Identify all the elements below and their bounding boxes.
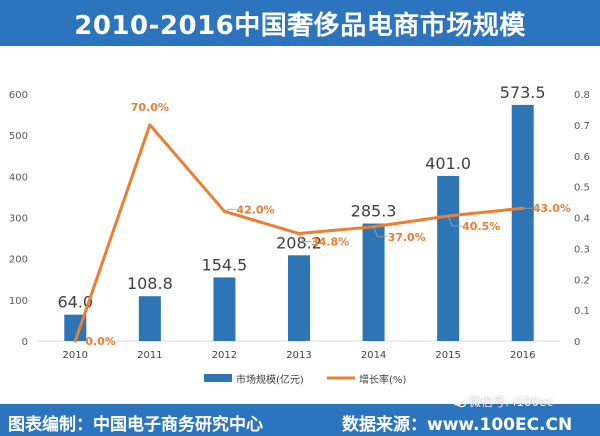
y-right-tick-label: 0.6 <box>574 152 590 163</box>
x-tick-label: 2012 <box>212 350 237 361</box>
growth-rate-label: 0.0% <box>85 335 116 348</box>
rate-label-leader <box>298 233 311 242</box>
x-tick-label: 2015 <box>435 350 460 361</box>
y-left-tick-label: 600 <box>9 90 28 101</box>
rate-label-leader <box>447 215 463 227</box>
bar <box>511 104 534 341</box>
footer-compiled-by: 图表编制：中国电子商务研究中心 <box>8 415 263 435</box>
y-right-tick-label: 0.7 <box>574 121 590 132</box>
growth-rate-label: 70.0% <box>131 101 169 114</box>
bar-value-label: 573.5 <box>500 83 546 102</box>
bar <box>437 175 460 341</box>
x-tick-label: 2016 <box>510 350 535 361</box>
y-left-tick-label: 500 <box>9 131 28 142</box>
legend-bar-swatch <box>204 374 232 382</box>
bar-value-label: 64.0 <box>57 293 93 312</box>
chart-area: 0 100 200 300 400 500 600 0 0.1 0.2 0.3 0.4 0.5 0.6 0.… <box>0 46 600 404</box>
growth-rate-label: 43.0% <box>533 202 571 215</box>
y-right-tick-label: 0.1 <box>574 306 590 317</box>
wechat-watermark: 微信号: i100ec <box>452 393 553 410</box>
bar-value-label: 208.2 <box>276 233 322 252</box>
growth-rate-label: 42.0% <box>236 203 274 216</box>
growth-rate-point <box>73 339 77 343</box>
combo-chart: 0 100 200 300 400 500 600 0 0.1 0.2 0.3 0.4 0.5 0.6 0.… <box>9 83 590 386</box>
bar-value-label: 108.8 <box>127 274 173 293</box>
y-left-tick-label: 200 <box>9 255 28 266</box>
legend-bar-label: 市场规模(亿元) <box>236 373 304 386</box>
x-tick-label: 2011 <box>137 350 162 361</box>
x-tick-label: 2010 <box>63 350 88 361</box>
chart-title: 2010-2016中国奢侈品电商市场规模 <box>0 0 600 46</box>
growth-rate-label: 40.5% <box>462 220 500 233</box>
y-left-tick-label: 300 <box>9 214 28 225</box>
y-right-tick-label: 0.5 <box>574 183 590 194</box>
growth-rate-point <box>148 123 152 127</box>
growth-rate-label: 37.0% <box>388 231 426 244</box>
bar-value-label: 285.3 <box>351 202 397 221</box>
legend-line-label: 增长率(%) <box>359 373 406 386</box>
rate-label-leader <box>373 226 388 238</box>
y-right-tick-label: 0.4 <box>574 214 590 225</box>
bar <box>213 277 236 341</box>
wechat-id: 微信号: i100ec <box>469 395 554 409</box>
y-left-tick-label: 400 <box>9 172 28 183</box>
bar-value-label: 154.5 <box>202 255 248 274</box>
bar <box>288 255 310 341</box>
y-right-tick-label: 0.3 <box>574 244 590 255</box>
y-left-tick-label: 100 <box>9 296 28 307</box>
wechat-icon <box>452 395 466 407</box>
y-right-tick-label: 0.2 <box>574 275 590 286</box>
y-right-tick-label: 0.8 <box>574 90 590 101</box>
x-tick-label: 2014 <box>361 350 386 361</box>
y-right-tick-label: 0 <box>574 337 580 348</box>
bar <box>138 296 161 341</box>
footer-bar: 图表编制：中国电子商务研究中心 数据来源：www.100EC.CN <box>0 404 600 436</box>
y-left-tick-label: 0 <box>22 337 28 348</box>
rate-label-leader <box>224 208 237 212</box>
bar <box>362 223 385 341</box>
growth-rate-label: 34.8% <box>311 236 349 249</box>
footer-data-source: 数据来源：www.100EC.CN <box>342 415 573 435</box>
bar-value-label: 401.0 <box>425 154 471 173</box>
x-tick-label: 2013 <box>286 350 311 361</box>
